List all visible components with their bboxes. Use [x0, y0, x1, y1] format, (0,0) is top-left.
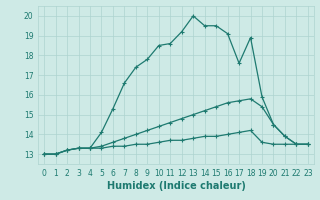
X-axis label: Humidex (Indice chaleur): Humidex (Indice chaleur): [107, 181, 245, 191]
